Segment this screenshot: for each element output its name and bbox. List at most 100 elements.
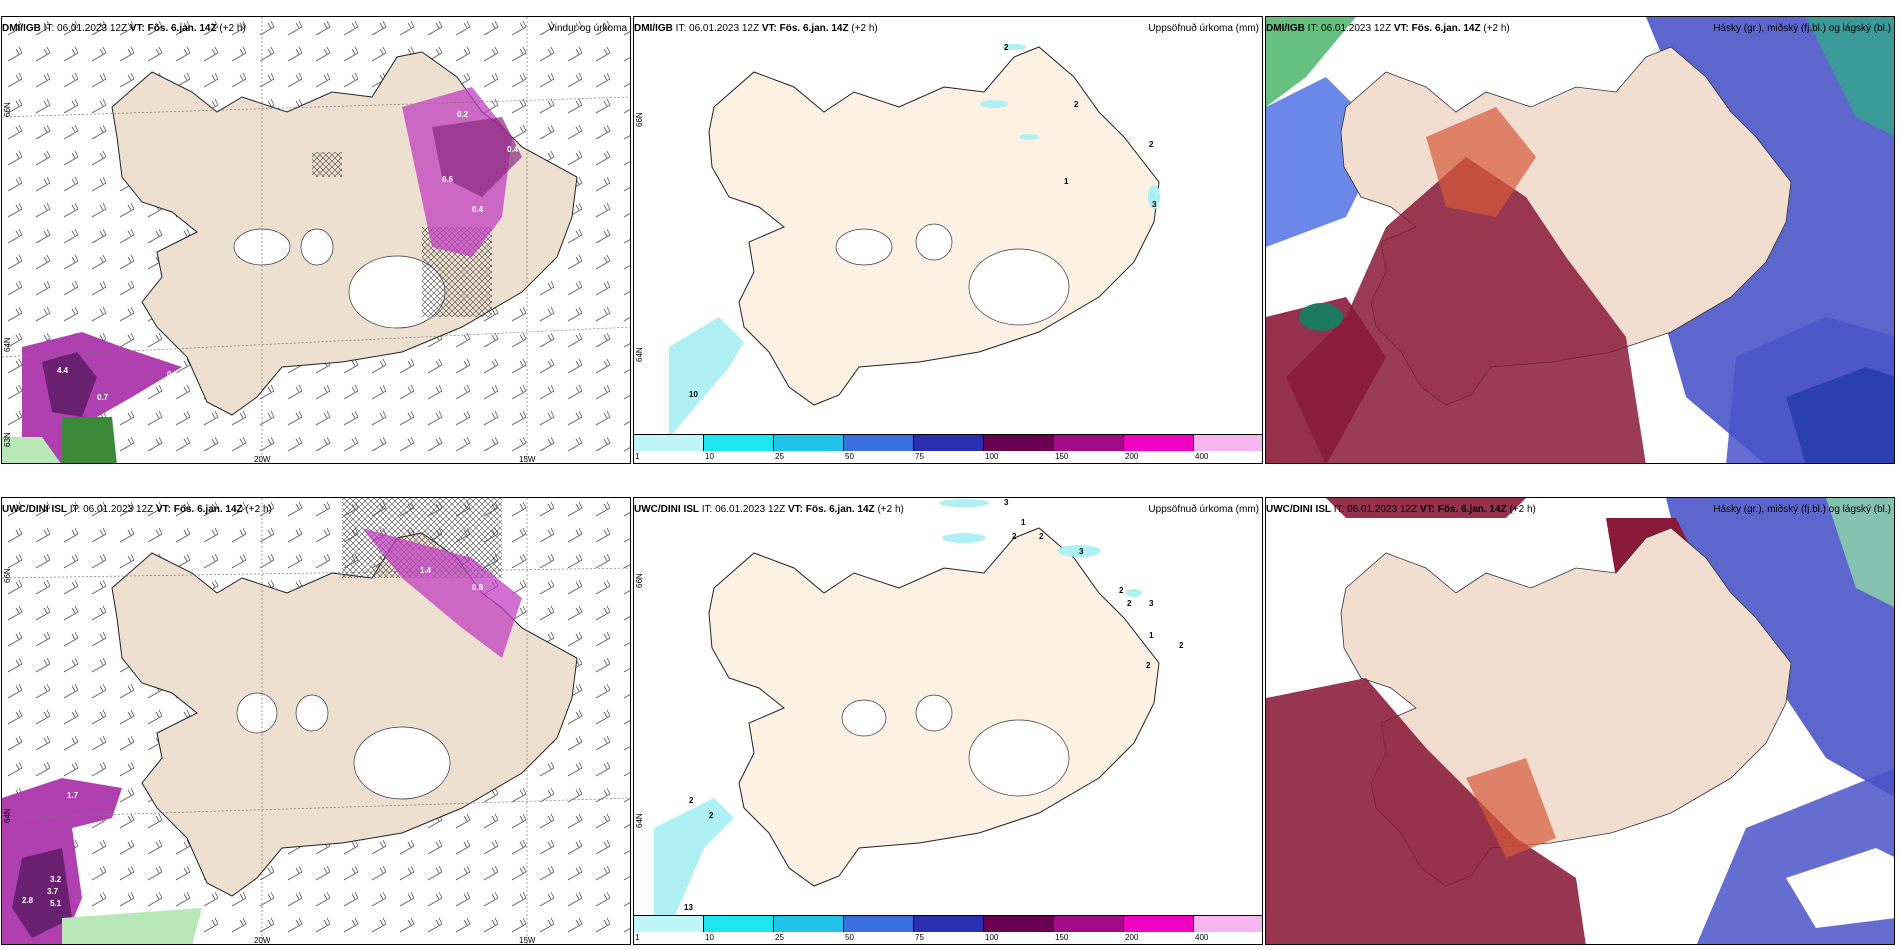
legend-swatch [704, 916, 774, 932]
map-dmi-precip: 66N 64N 2 2 2 1 3 10 [635, 43, 1160, 437]
lat-label: 63N [3, 432, 12, 447]
legend-label: 10 [705, 933, 714, 942]
legend-swatch [1194, 435, 1262, 451]
legend-swatch [914, 435, 984, 451]
precip-legend: 1 10 25 50 75 100 150 200 400 [634, 434, 1262, 463]
legend-swatch [914, 916, 984, 932]
lat-label: 66N [3, 568, 12, 583]
precip-value: 2 [1127, 599, 1132, 608]
valid-time: VT: Fös. 6.jan. 14Z [155, 504, 243, 515]
map-uwc-wind: 66N 64N 20W 15W 1.7 3.2 3.7 5.1 2.8 1.4 … [2, 498, 630, 945]
lead-time: (+2 h) [1509, 504, 1536, 515]
precip-value: 2 [1146, 661, 1151, 670]
legend-label: 1 [635, 452, 640, 461]
precip-value: 2 [1074, 100, 1079, 109]
legend-label: 25 [775, 452, 784, 461]
precip-value: 3.7 [47, 887, 59, 896]
legend-swatch [984, 916, 1054, 932]
panel-uwc-wind: 66N 64N 20W 15W 1.7 3.2 3.7 5.1 2.8 1.4 … [1, 497, 631, 945]
precip-value: 0.6 [442, 175, 454, 184]
precip-value: 3.2 [50, 875, 62, 884]
panel-title: Uppsöfnuð úrkoma (mm) [1148, 23, 1259, 34]
precip-value: 3 [1004, 498, 1009, 507]
legend-label: 100 [985, 452, 999, 461]
legend-label: 75 [915, 452, 924, 461]
panel-uwc-precip: 3 1 2 2 3 2 2 3 1 2 2 2 2 13 66N 64N 1 10… [633, 497, 1263, 945]
legend-swatch [1124, 916, 1194, 932]
map-uwc-precip: 3 1 2 2 3 2 2 3 1 2 2 2 2 13 66N 64N [635, 498, 1184, 938]
map-dmi-wind: 66N 64N 63N 20W 15W 4.4 0.7 0.6 0.4 0.4 … [2, 17, 630, 464]
lead-time: (+2 h) [877, 504, 904, 515]
legend-swatch [844, 435, 914, 451]
precip-legend: 1 10 25 50 75 100 150 200 400 [634, 915, 1262, 944]
init-time: IT: 06.01.2023 12Z [43, 23, 128, 34]
precip-value: 3 [1152, 200, 1157, 209]
precip-value: 0.7 [97, 393, 109, 402]
lat-label: 64N [635, 347, 644, 362]
panel-uwc-clouds [1265, 497, 1895, 945]
init-time: IT: 06.01.2023 12Z [675, 23, 760, 34]
model-name: DMI/IGB [634, 23, 673, 34]
precip-value: 1.7 [67, 791, 79, 800]
lat-label: 66N [3, 102, 12, 117]
legend-swatch [634, 916, 704, 932]
legend-swatch [1124, 435, 1194, 451]
panel-dmi-wind: 66N 64N 63N 20W 15W 4.4 0.7 0.6 0.4 0.4 … [1, 16, 631, 464]
precip-value: 2 [1119, 586, 1124, 595]
legend-label: 100 [985, 933, 999, 942]
precip-value: 1 [1021, 518, 1026, 527]
legend-swatch [704, 435, 774, 451]
init-time: IT: 06.01.2023 12Z [69, 504, 154, 515]
precip-value: 13 [684, 903, 693, 912]
panel-title: Vindur og úrkoma [548, 23, 627, 34]
init-time: IT: 06.01.2023 12Z [701, 504, 786, 515]
model-name: DMI/IGB [2, 23, 41, 34]
lon-label: 15W [519, 455, 536, 464]
legend-swatch [984, 435, 1054, 451]
precip-value: 0.2 [457, 110, 469, 119]
legend-label: 400 [1195, 452, 1209, 461]
precip-value: 2 [1149, 140, 1154, 149]
precip-value: 5.1 [50, 899, 62, 908]
legend-label: 50 [845, 933, 854, 942]
precip-value: 2.8 [22, 896, 34, 905]
panel-dmi-precip: 66N 64N 2 2 2 1 3 10 1 10 25 50 75 100 150 200 4… [633, 16, 1263, 464]
panel-title: Uppsöfnuð úrkoma (mm) [1148, 504, 1259, 515]
legend-label: 1 [635, 933, 640, 942]
legend-label: 25 [775, 933, 784, 942]
lon-label: 15W [519, 936, 536, 945]
lon-label: 20W [254, 455, 271, 464]
model-name: UWC/DINI ISL [634, 504, 699, 515]
precip-value: 1 [1149, 631, 1154, 640]
precip-value: 2 [1039, 532, 1044, 541]
precip-value: 2 [1004, 43, 1009, 52]
legend-swatch [1054, 916, 1124, 932]
model-name: UWC/DINI ISL [1266, 504, 1331, 515]
panel-title: Hásky (gr.), miðský (fj.bl.) og lágský (… [1713, 23, 1891, 34]
precip-value: 2 [709, 811, 714, 820]
legend-swatch [774, 435, 844, 451]
legend-swatch [634, 435, 704, 451]
legend-label: 200 [1125, 933, 1139, 942]
valid-time: VT: Fös. 6.jan. 14Z [1419, 504, 1507, 515]
precip-value: 0.4 [507, 145, 519, 154]
valid-time: VT: Fös. 6.jan. 14Z [761, 23, 849, 34]
lat-label: 66N [635, 112, 644, 127]
legend-label: 75 [915, 933, 924, 942]
lead-time: (+2 h) [1483, 23, 1510, 34]
map-uwc-clouds [1266, 498, 1894, 944]
legend-label: 10 [705, 452, 714, 461]
precip-value: 3 [1149, 599, 1154, 608]
precip-value: 4.4 [57, 366, 69, 375]
map-dmi-clouds [1266, 17, 1894, 463]
lead-time: (+2 h) [219, 23, 246, 34]
precip-value: 2 [1179, 641, 1184, 650]
valid-time: VT: Fös. 6.jan. 14Z [129, 23, 217, 34]
panel-dmi-clouds [1265, 16, 1895, 464]
legend-swatch [774, 916, 844, 932]
legend-swatch [1054, 435, 1124, 451]
precip-value: 1 [1064, 177, 1069, 186]
precip-value: 2 [689, 796, 694, 805]
lat-label: 66N [635, 573, 644, 588]
valid-time: VT: Fös. 6.jan. 14Z [787, 504, 875, 515]
